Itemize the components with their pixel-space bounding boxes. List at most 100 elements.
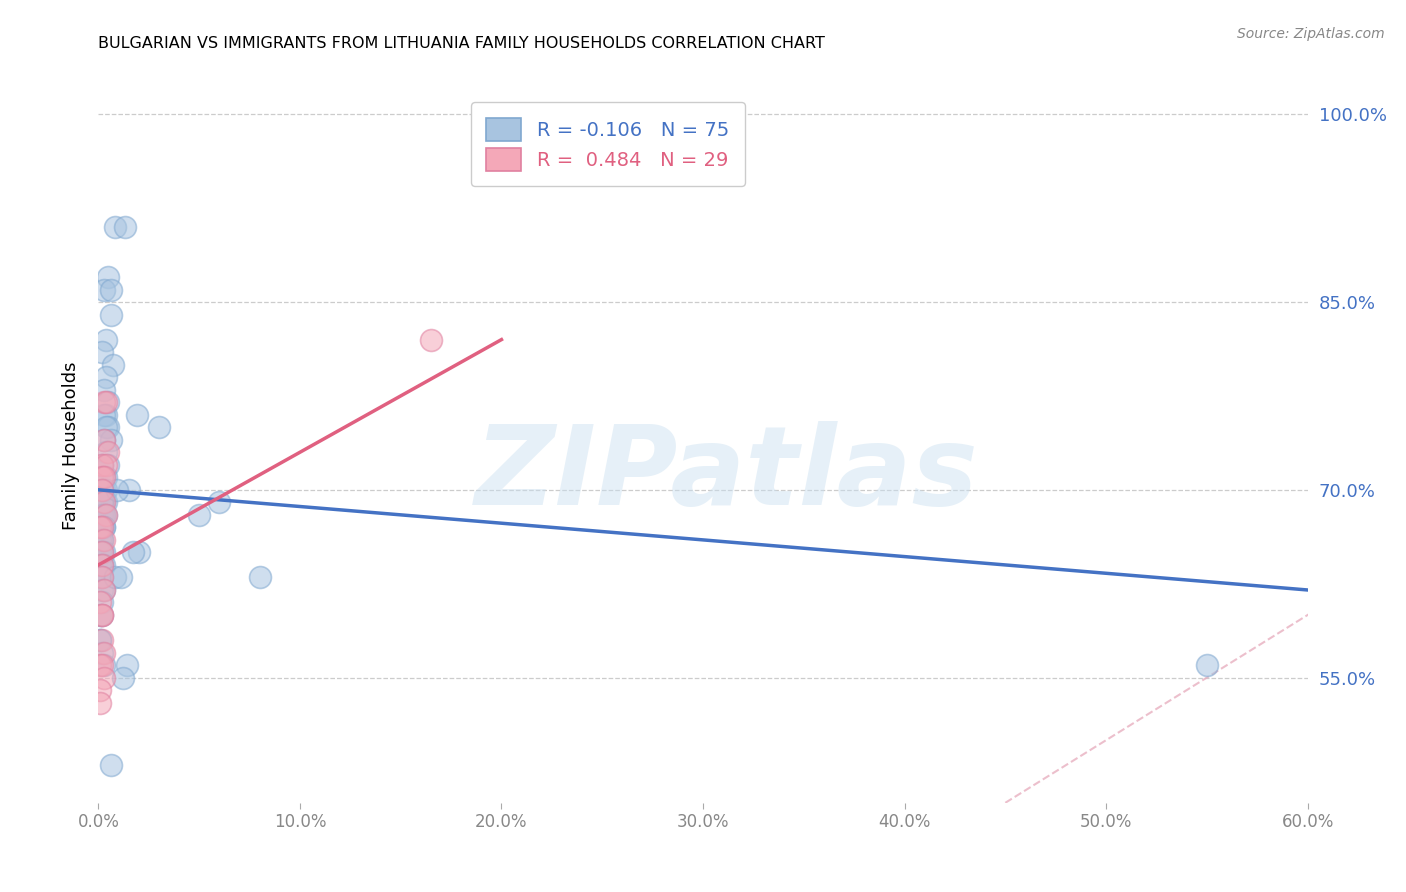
- Point: [91, 483, 114, 497]
- Point: [148, 420, 170, 434]
- Point: [91, 458, 114, 472]
- Point: [89, 570, 111, 584]
- Point: [93, 520, 115, 534]
- Point: [115, 658, 138, 673]
- Point: [89, 683, 111, 698]
- Point: [93, 520, 115, 534]
- Point: [91, 508, 114, 522]
- Point: [91, 495, 114, 509]
- Point: [97, 445, 120, 459]
- Point: [89, 595, 111, 609]
- Point: [93, 508, 115, 522]
- Point: [93, 508, 115, 522]
- Point: [96, 458, 118, 472]
- Point: [93, 582, 115, 597]
- Point: [96, 508, 118, 522]
- Point: [91, 520, 114, 534]
- Point: [91, 570, 114, 584]
- Point: [128, 545, 150, 559]
- Point: [91, 545, 114, 559]
- Point: [96, 470, 118, 484]
- Point: [93, 658, 115, 673]
- Point: [93, 495, 115, 509]
- Point: [91, 533, 114, 547]
- Point: [101, 358, 124, 372]
- Point: [89, 696, 111, 710]
- Point: [1195, 658, 1218, 673]
- Point: [188, 508, 211, 522]
- Point: [97, 395, 120, 409]
- Point: [91, 558, 114, 572]
- Point: [93, 408, 115, 422]
- Point: [91, 607, 114, 622]
- Point: [121, 545, 143, 559]
- Point: [100, 433, 122, 447]
- Point: [91, 595, 114, 609]
- Point: [91, 607, 114, 622]
- Point: [96, 508, 118, 522]
- Point: [96, 445, 118, 459]
- Point: [96, 395, 118, 409]
- Point: [89, 558, 111, 572]
- Point: [91, 520, 114, 534]
- Point: [93, 433, 115, 447]
- Point: [97, 270, 120, 285]
- Point: [93, 671, 115, 685]
- Point: [93, 495, 115, 509]
- Point: [91, 458, 114, 472]
- Point: [93, 646, 115, 660]
- Text: Source: ZipAtlas.com: Source: ZipAtlas.com: [1237, 27, 1385, 41]
- Point: [103, 570, 125, 584]
- Point: [420, 333, 443, 347]
- Point: [96, 483, 118, 497]
- Point: [91, 483, 114, 497]
- Point: [91, 470, 114, 484]
- Point: [100, 308, 122, 322]
- Point: [89, 633, 111, 648]
- Point: [89, 545, 111, 559]
- Point: [97, 458, 120, 472]
- Point: [93, 483, 115, 497]
- Point: [249, 570, 271, 584]
- Point: [96, 370, 118, 384]
- Point: [111, 671, 134, 685]
- Point: [96, 333, 118, 347]
- Point: [93, 582, 115, 597]
- Point: [89, 658, 111, 673]
- Point: [208, 495, 231, 509]
- Point: [105, 483, 128, 497]
- Point: [96, 420, 118, 434]
- Point: [125, 408, 148, 422]
- Point: [91, 483, 114, 497]
- Legend: R = -0.106   N = 75, R =  0.484   N = 29: R = -0.106 N = 75, R = 0.484 N = 29: [471, 103, 745, 186]
- Point: [91, 646, 114, 660]
- Text: BULGARIAN VS IMMIGRANTS FROM LITHUANIA FAMILY HOUSEHOLDS CORRELATION CHART: BULGARIAN VS IMMIGRANTS FROM LITHUANIA F…: [98, 36, 825, 51]
- Point: [93, 383, 115, 397]
- Point: [97, 420, 120, 434]
- Point: [93, 433, 115, 447]
- Point: [91, 570, 114, 584]
- Point: [89, 633, 111, 648]
- Point: [96, 408, 118, 422]
- Point: [96, 495, 118, 509]
- Point: [93, 533, 115, 547]
- Point: [100, 283, 122, 297]
- Point: [93, 545, 115, 559]
- Point: [110, 570, 132, 584]
- Point: [91, 582, 114, 597]
- Point: [89, 570, 111, 584]
- Y-axis label: Family Households: Family Households: [62, 362, 80, 530]
- Point: [91, 607, 114, 622]
- Point: [114, 219, 136, 234]
- Point: [100, 758, 122, 772]
- Point: [93, 558, 115, 572]
- Point: [91, 533, 114, 547]
- Point: [91, 545, 114, 559]
- Point: [89, 607, 111, 622]
- Point: [89, 520, 111, 534]
- Point: [103, 219, 125, 234]
- Point: [93, 395, 115, 409]
- Point: [93, 283, 115, 297]
- Point: [91, 633, 114, 648]
- Text: ZIPatlas: ZIPatlas: [475, 421, 979, 528]
